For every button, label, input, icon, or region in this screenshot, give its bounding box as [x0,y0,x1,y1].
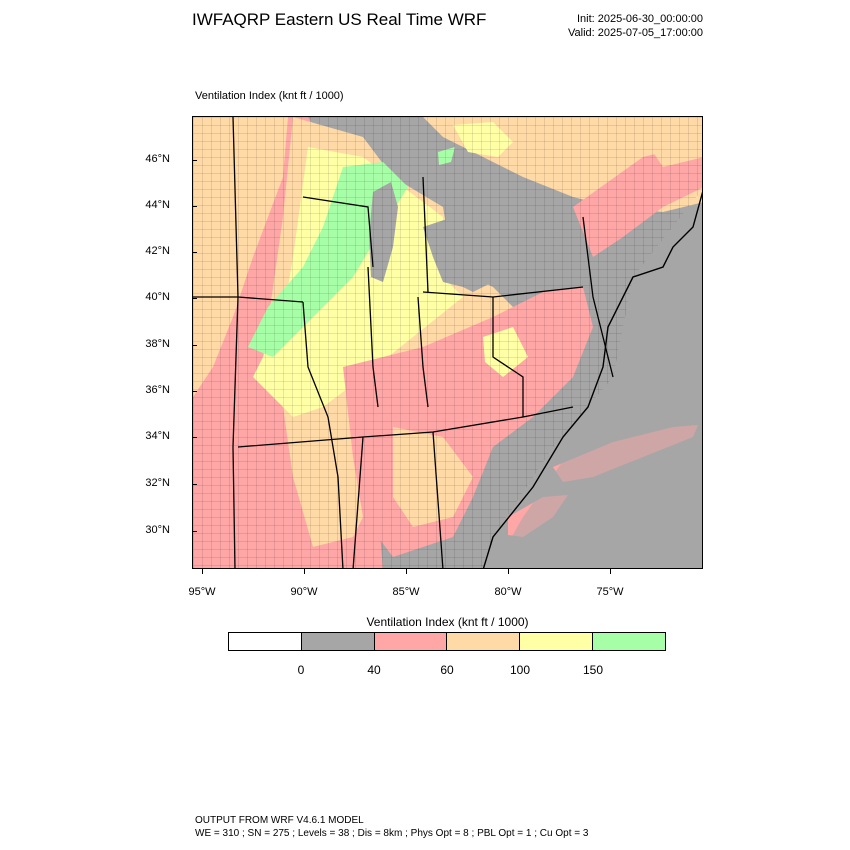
lon-tick [304,569,305,574]
lon-tick [406,569,407,574]
legend-swatch-white [229,633,302,650]
lon-label: 85°W [392,586,420,598]
lat-label: 36°N [145,384,170,396]
lon-tick [508,569,509,574]
lat-label: 42°N [145,245,170,257]
legend-colorbar [228,632,666,651]
lat-label: 34°N [145,430,170,442]
map-canvas [193,117,702,568]
state-borders [193,117,614,568]
coastline [482,191,702,568]
legend-tick-label: 100 [509,663,531,677]
lat-tick [192,298,197,299]
lat-tick [192,160,197,161]
legend-tick-label: 40 [367,663,381,677]
lat-tick [192,531,197,532]
legend-swatch-orange [447,633,521,650]
lat-tick [192,437,197,438]
legend-tick-label: 0 [297,663,305,677]
legend-swatch-pink [374,633,448,650]
chart-title: IWFAQRP Eastern US Real Time WRF [192,10,487,29]
lat-tick [192,206,197,207]
footer-config-line: WE = 310 ; SN = 275 ; Levels = 38 ; Dis … [195,828,589,839]
lon-tick [610,569,611,574]
county-grid [193,117,702,568]
lon-label: 80°W [494,586,522,598]
map-field-label: Ventilation Index (knt ft / 1000) [195,90,344,102]
map-panel [192,116,703,569]
lat-label: 38°N [145,338,170,350]
init-time: Init: 2025-06-30_00:00:00 [577,13,703,25]
lat-tick [192,345,197,346]
legend-swatch-gray [301,633,375,650]
legend-title: Ventilation Index (knt ft / 1000) [366,615,529,629]
lon-label: 75°W [596,586,624,598]
legend-tick-label: 150 [582,663,604,677]
legend-tick-label: 60 [440,663,454,677]
lat-label: 44°N [145,199,170,211]
atlantic-ocean [494,237,702,568]
lat-tick [192,252,197,253]
legend-swatch-green [593,633,665,650]
lon-label: 95°W [188,586,216,598]
lat-label: 30°N [145,524,170,536]
lat-label: 32°N [145,477,170,489]
footer-model-line: OUTPUT FROM WRF V4.6.1 MODEL [195,815,364,826]
lon-label: 90°W [290,586,318,598]
lon-tick [202,569,203,574]
lat-tick [192,484,197,485]
lat-tick [192,391,197,392]
valid-time: Valid: 2025-07-05_17:00:00 [568,27,703,39]
lat-label: 40°N [145,291,170,303]
lat-label: 46°N [145,153,170,165]
legend-swatch-yellow [520,633,594,650]
